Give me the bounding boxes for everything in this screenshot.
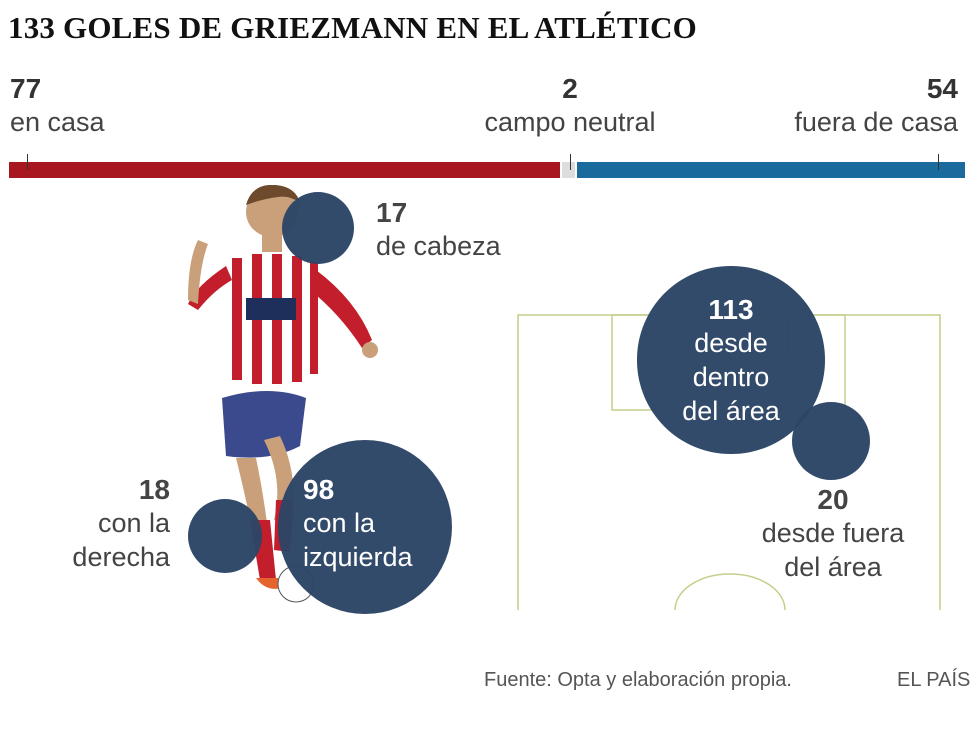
outside-area-label-1: desde fuera (761, 518, 905, 548)
home-label-group: 77 en casa (10, 73, 105, 139)
neutral-value: 2 (562, 73, 578, 104)
bubble-head (281, 191, 355, 265)
bubble-left-foot (277, 439, 453, 615)
left-foot-label-2: izquierda (303, 542, 413, 572)
outside-area-value: 20 (817, 484, 849, 515)
bar-home (9, 162, 561, 178)
neutral-label: campo neutral (484, 107, 656, 137)
home-tick (27, 154, 28, 170)
home-label: en casa (10, 107, 105, 137)
away-tick (938, 154, 939, 170)
bubble-inside-area (637, 266, 825, 454)
neutral-label-group: 2 campo neutral (470, 73, 670, 139)
inside-area-label-3: del área (682, 396, 780, 426)
chart-title: 133 GOLES DE GRIEZMANN EN EL ATLÉTICO (8, 10, 697, 45)
bubble-right-foot (187, 498, 263, 574)
player-illustration (188, 185, 378, 603)
center-circle-arc (674, 573, 786, 611)
away-label: fuera de casa (794, 107, 958, 137)
outside-area-label-2: del área (784, 552, 882, 582)
away-value: 54 (926, 73, 958, 104)
away-label-group: 54 fuera de casa (794, 73, 958, 139)
bar-neutral (562, 162, 575, 178)
home-value: 77 (10, 73, 42, 104)
bar-away (576, 162, 965, 178)
inside-area-label-1: desde (694, 328, 768, 358)
head-value: 17 (376, 197, 408, 228)
right-foot-label-1: con la (97, 508, 170, 538)
right-foot-label-group: 18 con la derecha (40, 474, 170, 574)
inside-area-label-group: 113 desde dentro del área (651, 294, 811, 428)
outside-area-label-group: 20 desde fuera del área (733, 484, 933, 584)
head-label: de cabeza (376, 231, 501, 261)
brand-logo: EL PAÍS (897, 669, 971, 691)
source-note: Fuente: Opta y elaboración propia. (484, 669, 792, 691)
right-foot-label-2: derecha (72, 542, 170, 572)
left-foot-value: 98 (303, 474, 335, 505)
left-foot-label-group: 98 con la izquierda (303, 474, 413, 574)
inside-area-value: 113 (708, 294, 754, 325)
neutral-tick (570, 154, 571, 170)
head-label-group: 17 de cabeza (376, 197, 501, 263)
inside-area-label-2: dentro (692, 362, 770, 392)
bubble-outside-area (791, 401, 871, 481)
left-foot-label-1: con la (303, 508, 376, 538)
right-foot-value: 18 (138, 474, 170, 505)
